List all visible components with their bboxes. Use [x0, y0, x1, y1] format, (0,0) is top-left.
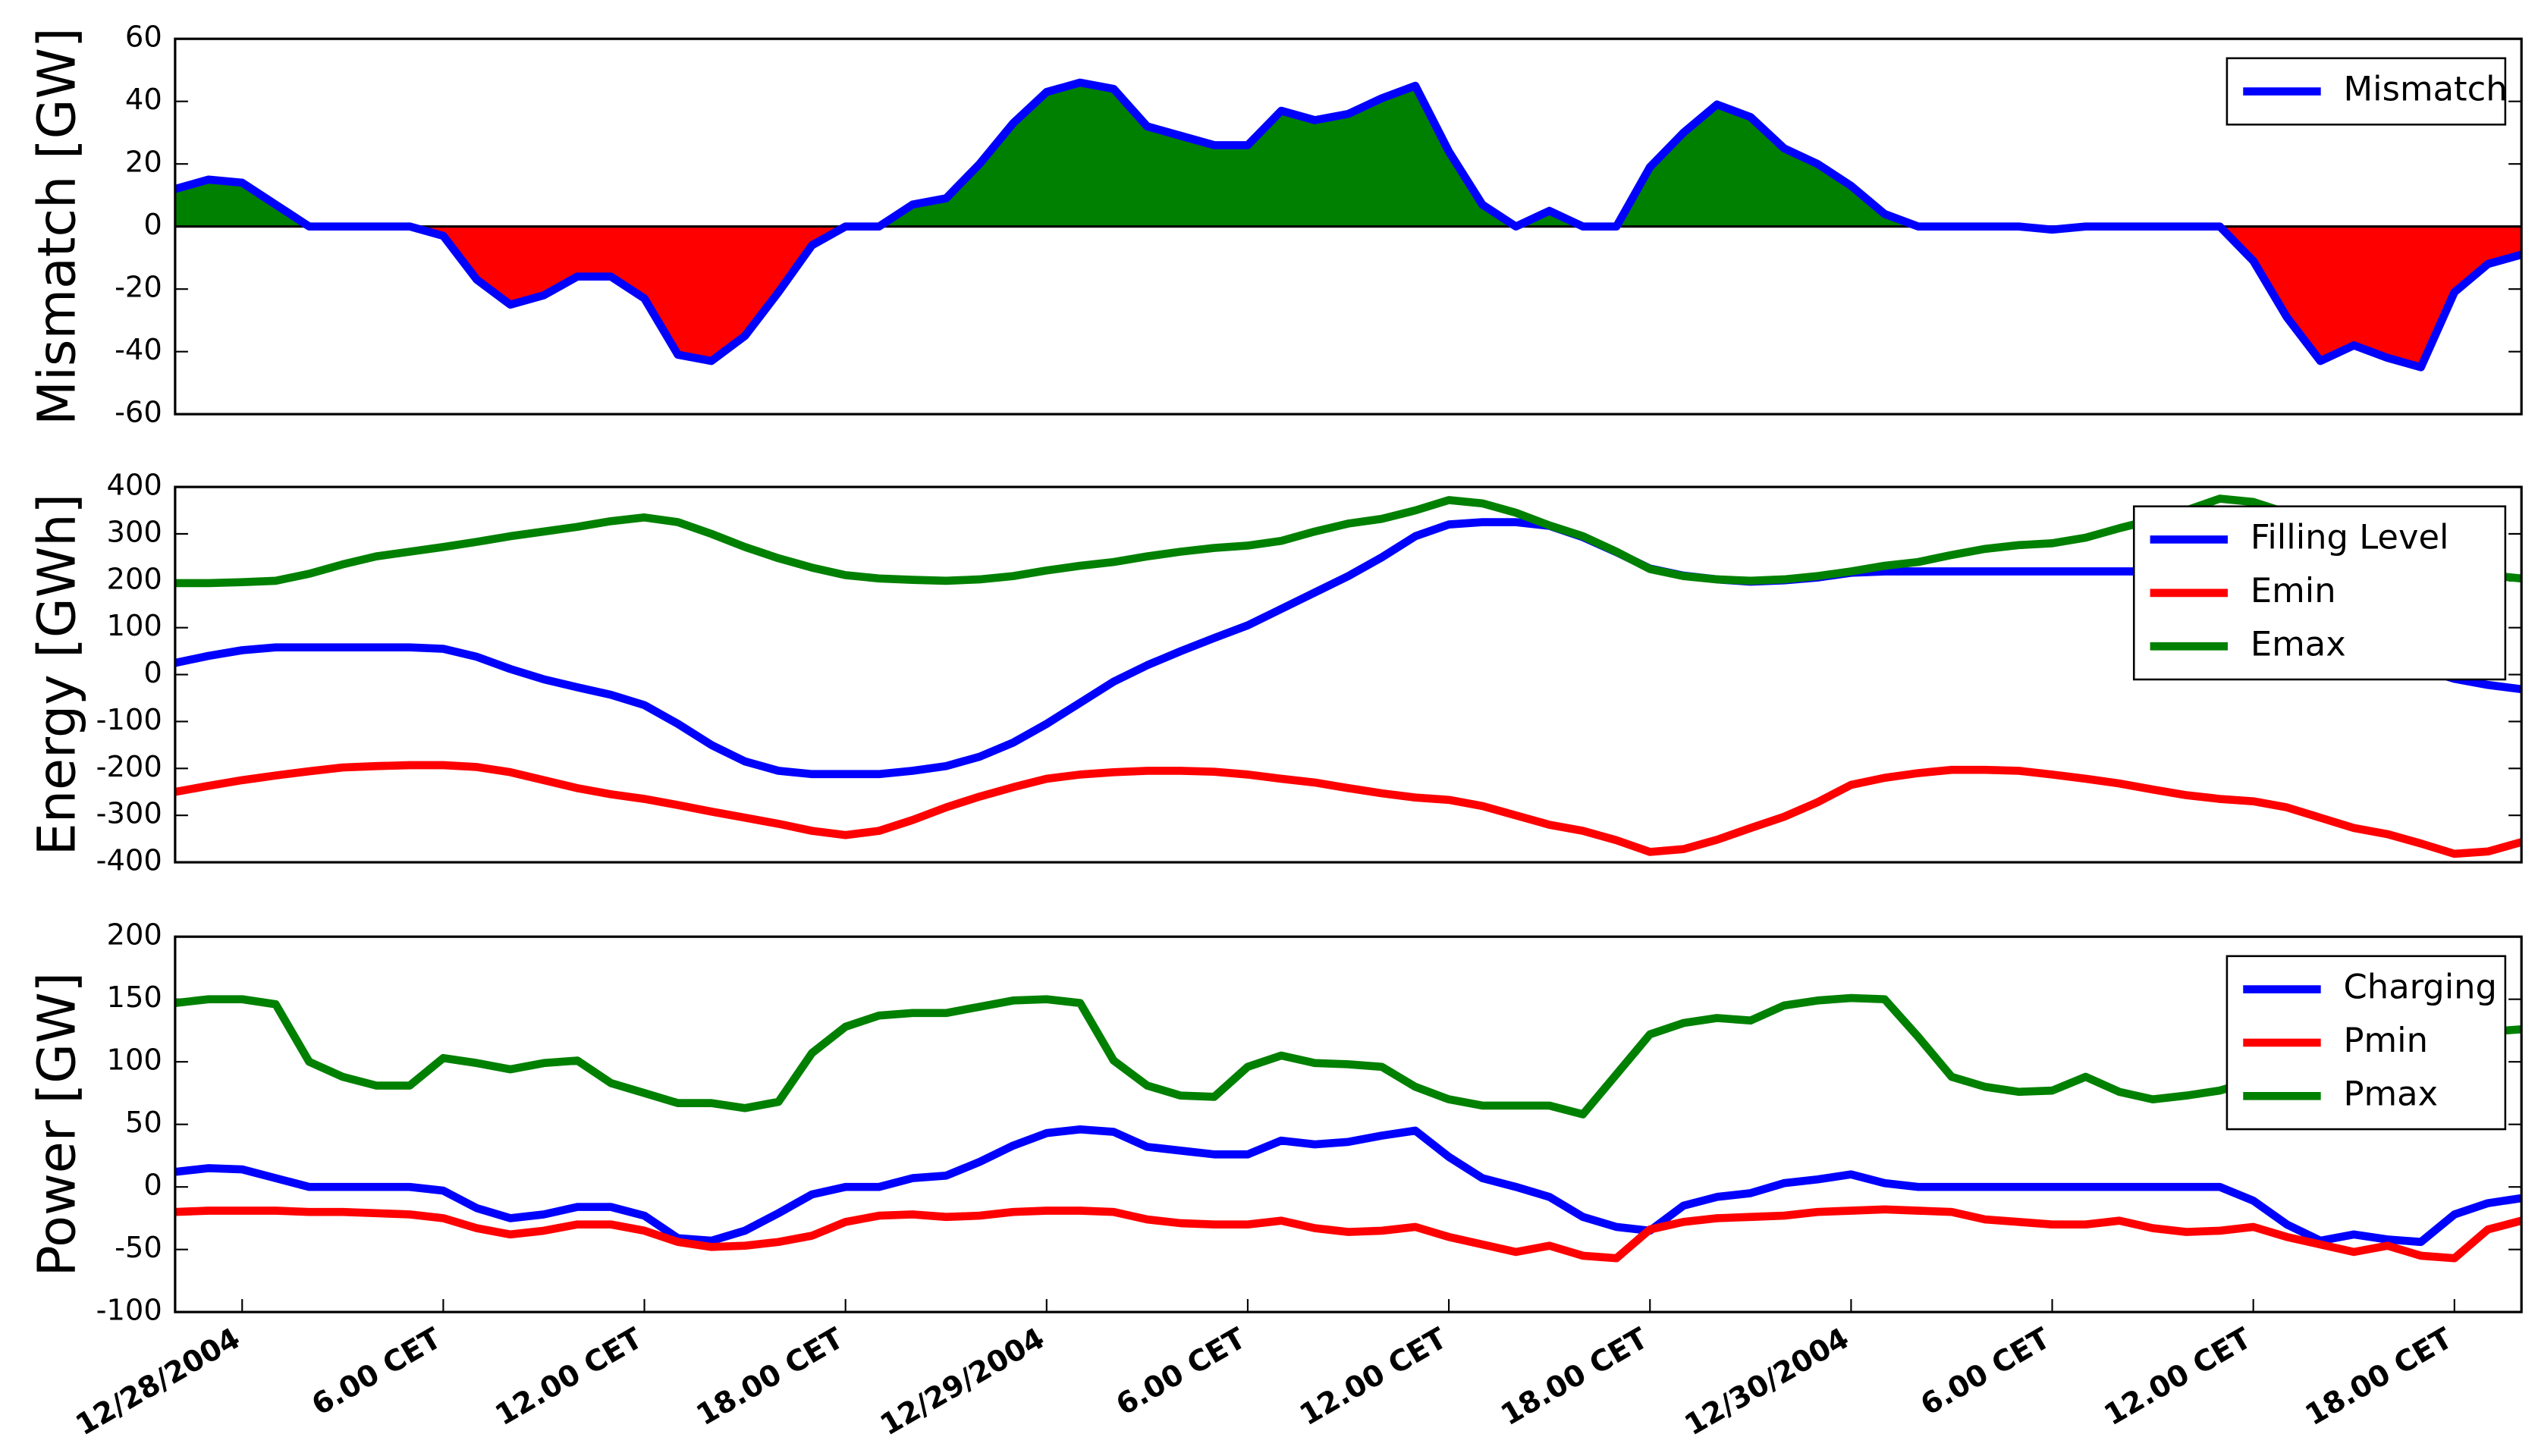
y-tick-label: 20 [125, 146, 162, 180]
y-tick-label: 0 [143, 656, 162, 690]
y-axis-label: Energy [GWh] [28, 494, 88, 856]
legend-label: Pmin [2344, 1020, 2429, 1060]
area-positive [174, 82, 2522, 227]
x-tick-label: 18.00 CET [691, 1321, 850, 1432]
legend-label: Emin [2251, 570, 2336, 610]
panel: -100 -50 0 50 100 150 200 Power [GW] 12/28/2004 6… [28, 918, 2523, 1442]
series-line [174, 993, 2522, 1119]
plot-area [174, 494, 2522, 858]
series-line [174, 518, 2522, 779]
x-tick-label: 12/28/2004 [70, 1321, 246, 1442]
panel: -60 -40 -20 0 20 40 60 Mismatch [GW] Mismatch [28, 20, 2523, 430]
y-tick-label: -400 [96, 844, 162, 878]
series-line [174, 78, 2522, 372]
y-tick-label: 400 [107, 469, 162, 503]
y-tick-label: 300 [107, 516, 162, 550]
plot-frame [174, 37, 2523, 416]
y-tick-label: 40 [125, 83, 162, 117]
y-tick-label: -50 [115, 1231, 162, 1265]
series-line [174, 494, 2522, 588]
legend-label: Pmax [2344, 1073, 2439, 1113]
area-negative [174, 226, 2522, 368]
legend: Filling Level Emin Emax [2132, 505, 2507, 681]
y-tick-label: 200 [107, 918, 162, 952]
plot-frame [174, 485, 2523, 864]
x-tick-label: 6.00 CET [1915, 1321, 2056, 1422]
y-tick-label: 100 [107, 609, 162, 643]
x-tick-label: 12.00 CET [489, 1321, 648, 1432]
x-tick-label: 18.00 CET [1495, 1321, 1654, 1432]
y-tick-label: 100 [107, 1043, 162, 1078]
y-tick-label: -60 [115, 396, 162, 430]
legend-label: Filling Level [2251, 516, 2449, 557]
legend-frame [2225, 57, 2507, 126]
x-tick-label: 6.00 CET [306, 1321, 447, 1422]
x-tick-label: 18.00 CET [2300, 1321, 2458, 1432]
x-tick-label: 12.00 CET [1294, 1321, 1453, 1432]
legend-label: Charging [2344, 967, 2497, 1007]
plot-area [174, 78, 2522, 372]
legend: Mismatch [2225, 57, 2508, 126]
x-tick-label: 6.00 CET [1110, 1321, 1252, 1422]
series-line [174, 1205, 2522, 1263]
y-tick-label: 200 [107, 562, 162, 596]
y-tick-label: 0 [143, 1169, 162, 1203]
y-tick-label: -40 [115, 333, 162, 367]
y-axis-label: Power [GW] [28, 972, 88, 1277]
x-tick-label: 12/29/2004 [875, 1321, 1051, 1442]
y-tick-label: 150 [107, 981, 162, 1015]
legend-label: Emax [2251, 623, 2346, 664]
series-line [174, 761, 2522, 858]
legend-label: Mismatch [2344, 69, 2508, 109]
y-axis-label: Mismatch [GW] [28, 27, 88, 425]
y-tick-label: -200 [96, 750, 162, 784]
y-tick-label: 60 [125, 20, 162, 55]
plot-frame [174, 935, 2523, 1313]
y-tick-label: -100 [96, 1294, 162, 1328]
x-tick-label: 12.00 CET [2099, 1321, 2257, 1432]
legend: Charging Pmin Pmax [2225, 955, 2507, 1131]
plot-area [174, 993, 2522, 1263]
y-tick-label: -100 [96, 703, 162, 737]
series-line [174, 1125, 2522, 1247]
y-tick-label: -300 [96, 797, 162, 831]
y-tick-label: 0 [143, 208, 162, 242]
panel: -400 -300 -200 -100 0 100 200 300 400 Energy [GWh… [28, 469, 2523, 878]
y-tick-label: -20 [115, 271, 162, 305]
x-tick-label: 12/30/2004 [1679, 1321, 1855, 1442]
y-tick-label: 50 [125, 1106, 162, 1140]
